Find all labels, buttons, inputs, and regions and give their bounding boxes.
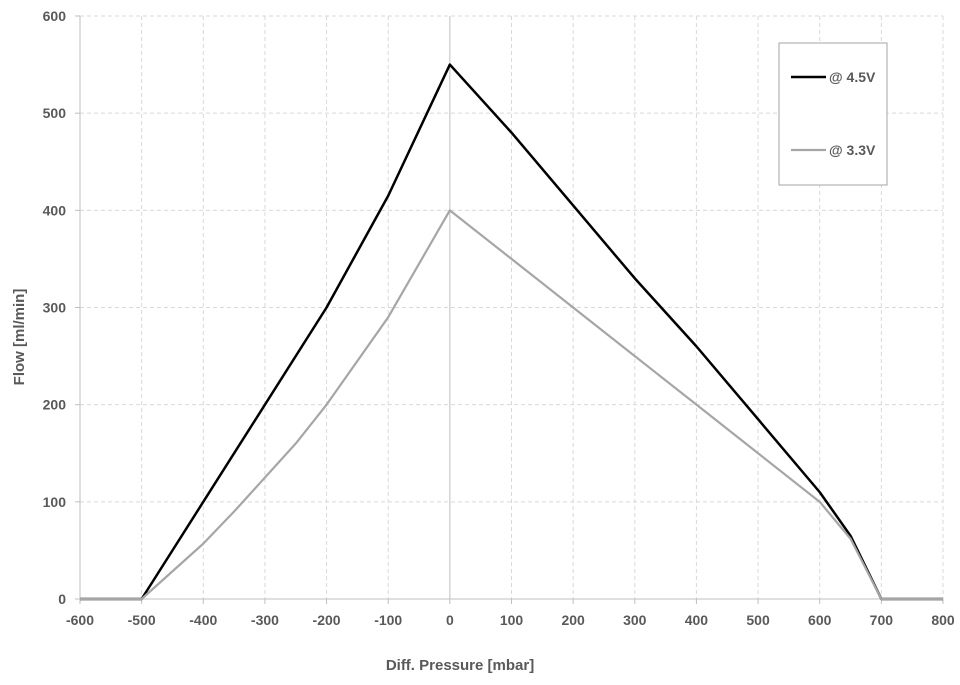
x-tick-label: 200 [561, 612, 585, 628]
y-tick-label: 400 [43, 202, 67, 218]
y-tick-label: 100 [43, 494, 67, 510]
x-tick-label: -500 [128, 612, 156, 628]
y-tick-label: 200 [43, 397, 67, 413]
x-tick-label: 600 [808, 612, 832, 628]
y-tick-label: 500 [43, 105, 67, 121]
legend-label: @ 4.5V [829, 69, 876, 85]
x-tick-label: -400 [189, 612, 217, 628]
series-lines [80, 63, 943, 601]
x-tick-label: 700 [870, 612, 894, 628]
x-tick-label: -200 [313, 612, 341, 628]
x-tick-label: 400 [685, 612, 709, 628]
y-tick-label: 600 [43, 8, 67, 24]
legend-box [778, 42, 888, 186]
series-line-gray [80, 209, 943, 601]
x-tick-label: -100 [374, 612, 402, 628]
x-tick-label: -600 [66, 612, 94, 628]
legend-label: @ 3.3V [829, 142, 876, 158]
y-axis-ticks: 0 100 200 300 400 500 600 [43, 8, 80, 607]
y-tick-label: 0 [58, 591, 66, 607]
y-axis-title: Flow [ml/min] [11, 289, 28, 386]
x-axis-title: Diff. Pressure [mbar] [386, 657, 534, 674]
x-tick-label: 0 [446, 612, 454, 628]
x-axis-ticks: -600 -500 -400 -300 -200 -100 0 100 200 300 400 500… [66, 599, 955, 628]
x-tick-label: 800 [931, 612, 955, 628]
y-tick-label: 300 [43, 300, 67, 316]
x-tick-label: 500 [746, 612, 770, 628]
x-tick-label: 100 [500, 612, 524, 628]
x-tick-label: 300 [623, 612, 647, 628]
legend: @ 4.5V @ 3.3V [778, 42, 888, 186]
series-line-black [80, 63, 943, 601]
x-tick-label: -300 [251, 612, 279, 628]
